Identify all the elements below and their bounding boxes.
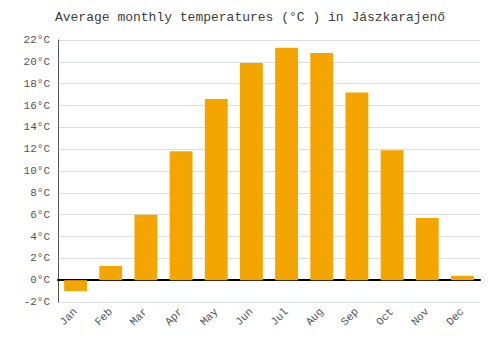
svg-text:Jan: Jan (57, 306, 79, 328)
svg-text:22°C: 22°C (24, 34, 51, 46)
svg-text:0°C: 0°C (30, 274, 50, 286)
svg-text:10°C: 10°C (24, 165, 51, 177)
svg-text:Dec: Dec (444, 306, 466, 328)
svg-text:18°C: 18°C (24, 78, 51, 90)
svg-text:16°C: 16°C (24, 100, 51, 112)
svg-text:-2°C: -2°C (24, 296, 51, 308)
svg-text:4°C: 4°C (30, 231, 50, 243)
svg-text:Apr: Apr (163, 306, 185, 328)
svg-text:Oct: Oct (374, 306, 396, 328)
svg-text:20°C: 20°C (24, 56, 51, 68)
svg-text:Aug: Aug (304, 306, 326, 328)
svg-text:Nov: Nov (409, 305, 432, 328)
svg-text:14°C: 14°C (24, 121, 51, 133)
svg-text:Jun: Jun (233, 306, 255, 328)
svg-text:6°C: 6°C (30, 209, 50, 221)
svg-text:Jul: Jul (268, 306, 290, 328)
svg-text:8°C: 8°C (30, 187, 50, 199)
svg-text:Mar: Mar (128, 306, 150, 328)
svg-text:12°C: 12°C (24, 143, 51, 155)
svg-text:May: May (198, 305, 221, 328)
svg-text:Sep: Sep (339, 306, 361, 328)
svg-text:Average monthly temperatures (: Average monthly temperatures (°C ) in Já… (55, 10, 445, 25)
svg-text:2°C: 2°C (30, 252, 50, 264)
svg-text:Feb: Feb (93, 306, 115, 328)
